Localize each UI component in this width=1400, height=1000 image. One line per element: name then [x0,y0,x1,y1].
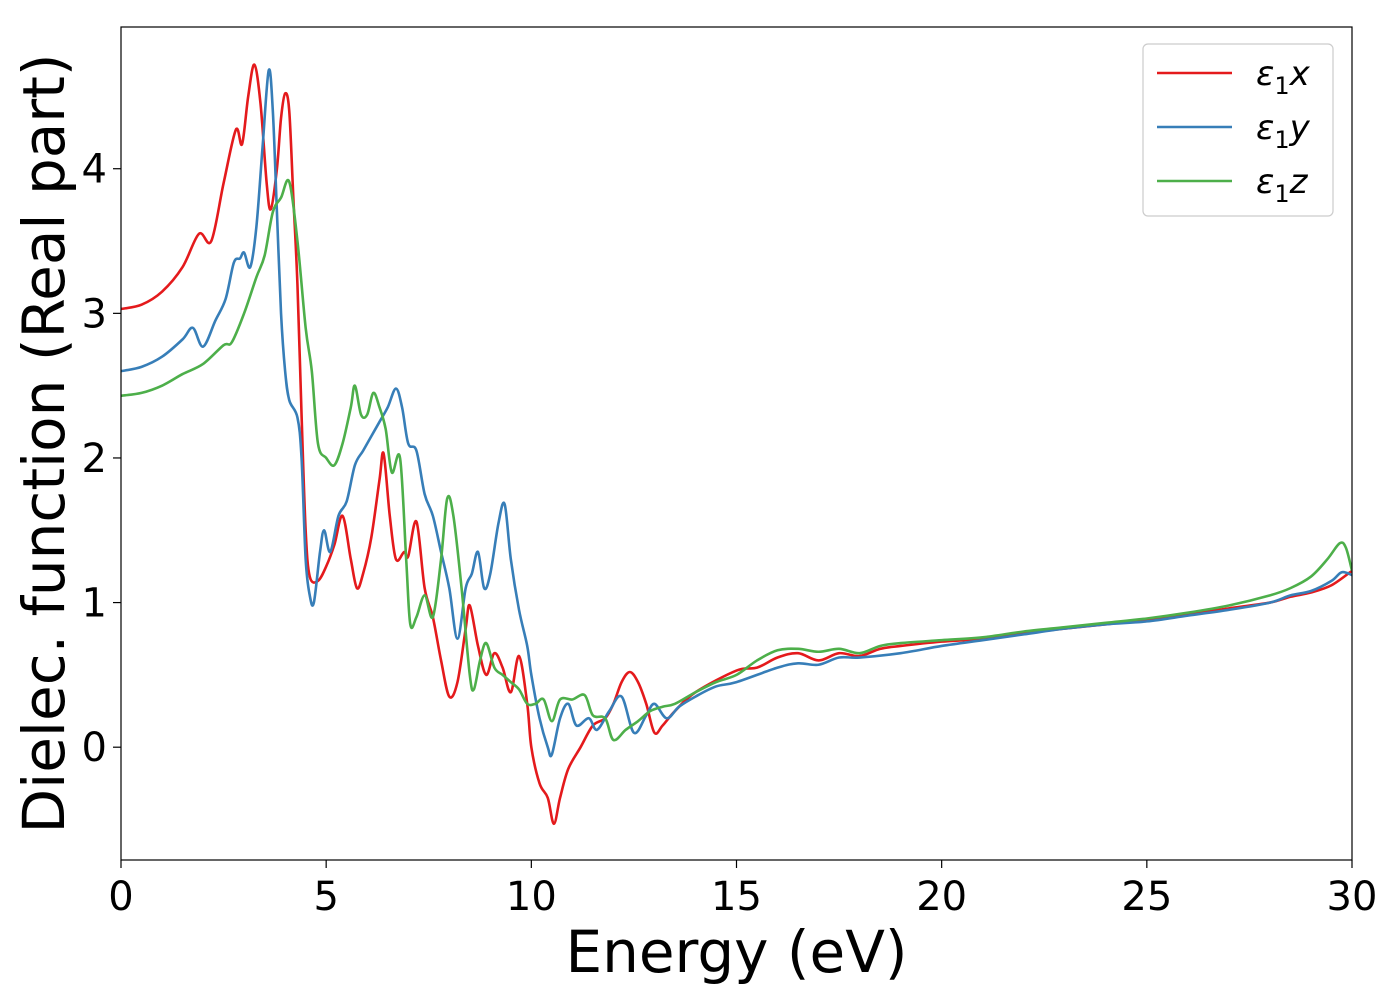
legend-entry: ε1y [1256,108,1311,154]
x-axis: 0 5 10 15 20 25 30 [108,860,1377,920]
series-line-1 [121,63,1352,826]
legend-entry-component: y [1289,108,1311,148]
legend-entry-symbol: ε [1256,108,1274,148]
y-tick-label: 2 [82,436,107,482]
legend-entry-subscript: 1 [1274,126,1289,154]
series-line-3 [121,178,1352,742]
x-tick-label: 15 [711,874,762,920]
x-tick-label: 20 [916,874,967,920]
y-tick-label: 4 [82,147,107,193]
x-tick-label: 10 [506,874,557,920]
y-tick-label: 1 [82,581,107,627]
series-line-2 [121,68,1352,758]
x-tick-label: 25 [1121,874,1172,920]
legend-box [1142,43,1334,217]
y-tick-label: 0 [82,725,107,771]
x-tick-label: 30 [1327,874,1378,920]
legend-entry-symbol: ε [1256,162,1274,202]
legend-entry-subscript: 1 [1274,72,1289,100]
legend-entry-component: z [1289,162,1309,202]
legend-entry-subscript: 1 [1274,180,1289,208]
x-axis-title: Energy (eV) [565,918,907,986]
legend-entry-symbol: ε [1256,54,1274,94]
x-tick-label: 0 [108,874,133,920]
legend-entry: ε1z [1256,162,1309,208]
legend-entry: ε1x [1256,54,1311,100]
x-tick-label: 5 [313,874,338,920]
y-tick-label: 3 [82,291,107,337]
legend-entry-component: x [1289,54,1311,94]
series-layer [121,63,1352,826]
y-axis-title: Dielec. function (Real part) [10,53,78,833]
y-axis: 0 1 2 3 4 [82,147,121,771]
